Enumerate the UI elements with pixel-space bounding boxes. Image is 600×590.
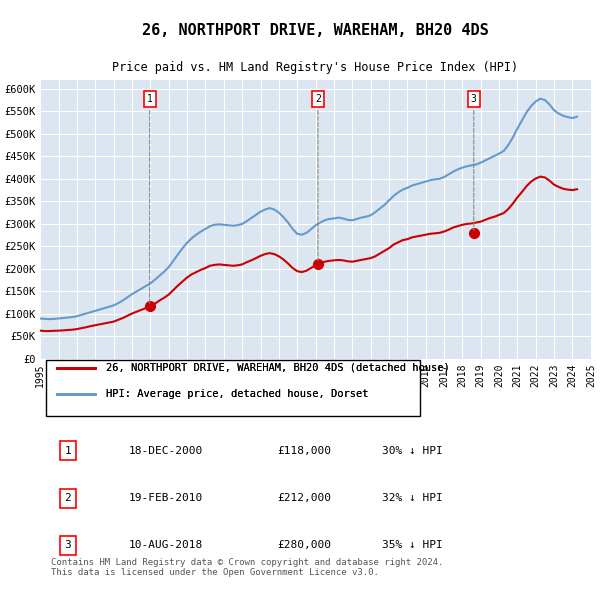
- Text: £118,000: £118,000: [277, 446, 331, 456]
- Text: 32% ↓ HPI: 32% ↓ HPI: [382, 493, 442, 503]
- Text: HPI: Average price, detached house, Dorset: HPI: Average price, detached house, Dors…: [106, 389, 369, 399]
- Text: 18-DEC-2000: 18-DEC-2000: [128, 446, 203, 456]
- Text: 3: 3: [471, 94, 476, 230]
- Text: 1: 1: [147, 94, 152, 303]
- Text: 19-FEB-2010: 19-FEB-2010: [128, 493, 203, 503]
- Text: 26, NORTHPORT DRIVE, WAREHAM, BH20 4DS (detached house): 26, NORTHPORT DRIVE, WAREHAM, BH20 4DS (…: [106, 363, 450, 373]
- FancyBboxPatch shape: [46, 359, 420, 416]
- Text: 26, NORTHPORT DRIVE, WAREHAM, BH20 4DS: 26, NORTHPORT DRIVE, WAREHAM, BH20 4DS: [142, 23, 489, 38]
- Text: Contains HM Land Registry data © Crown copyright and database right 2024.
This d: Contains HM Land Registry data © Crown c…: [51, 558, 443, 578]
- Text: £212,000: £212,000: [277, 493, 331, 503]
- Text: 2: 2: [64, 493, 71, 503]
- Text: Price paid vs. HM Land Registry's House Price Index (HPI): Price paid vs. HM Land Registry's House …: [112, 61, 518, 74]
- Text: 1: 1: [64, 446, 71, 456]
- Text: £280,000: £280,000: [277, 540, 331, 550]
- Text: 30% ↓ HPI: 30% ↓ HPI: [382, 446, 442, 456]
- Text: 3: 3: [64, 540, 71, 550]
- Text: 10-AUG-2018: 10-AUG-2018: [128, 540, 203, 550]
- Text: 35% ↓ HPI: 35% ↓ HPI: [382, 540, 442, 550]
- Text: HPI: Average price, detached house, Dorset: HPI: Average price, detached house, Dors…: [106, 389, 369, 399]
- Text: 26, NORTHPORT DRIVE, WAREHAM, BH20 4DS (detached house): 26, NORTHPORT DRIVE, WAREHAM, BH20 4DS (…: [106, 363, 450, 373]
- Text: 2: 2: [315, 94, 321, 261]
